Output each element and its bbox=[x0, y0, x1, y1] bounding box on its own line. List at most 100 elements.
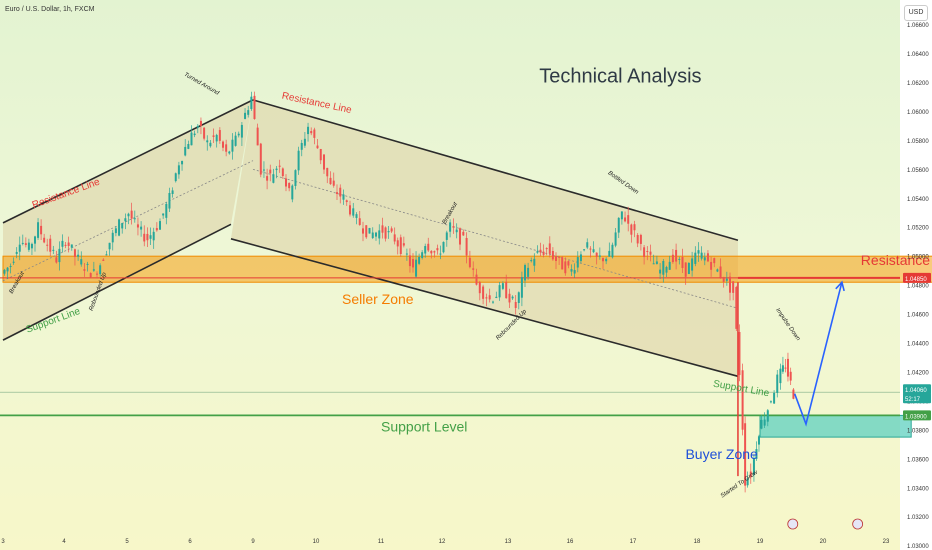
trendline-1 bbox=[2, 99, 254, 224]
candle-body bbox=[339, 187, 342, 197]
candle-body bbox=[545, 248, 548, 250]
candle-body bbox=[237, 133, 240, 136]
candle-body bbox=[15, 251, 18, 254]
candle-body bbox=[332, 180, 335, 186]
candle-body bbox=[70, 244, 73, 248]
candle-body bbox=[598, 255, 601, 257]
candle-body bbox=[586, 242, 589, 248]
buyer-zone-rect bbox=[759, 414, 912, 438]
candle-body bbox=[92, 269, 95, 271]
y-tick-label: 1.03800 bbox=[907, 428, 929, 434]
candle-body bbox=[297, 150, 300, 171]
candle-body bbox=[300, 142, 303, 150]
candle-body bbox=[30, 243, 33, 249]
candle-body bbox=[501, 283, 504, 289]
candle-body bbox=[678, 258, 681, 260]
symbol-header[interactable]: Euro / U.S. Dollar, 1h, FXCM bbox=[5, 6, 95, 13]
candle-body bbox=[668, 261, 671, 270]
candle-body bbox=[697, 250, 700, 254]
candle-body bbox=[177, 165, 180, 175]
candle-body bbox=[752, 458, 755, 475]
candle-body bbox=[620, 211, 623, 220]
candle-body bbox=[757, 436, 760, 445]
candle-body bbox=[430, 250, 433, 254]
candle-body bbox=[779, 368, 782, 384]
candle-body bbox=[291, 185, 294, 200]
candle-body bbox=[27, 242, 30, 250]
candle-body bbox=[722, 276, 725, 282]
candle-body bbox=[43, 237, 46, 243]
candle-body bbox=[250, 96, 253, 110]
candle-body bbox=[378, 230, 381, 239]
candle-body bbox=[769, 401, 772, 403]
candle-body bbox=[259, 143, 262, 175]
candle-body bbox=[281, 168, 284, 177]
candle-body bbox=[517, 292, 520, 303]
candle-body bbox=[455, 229, 458, 233]
y-tick-label: 1.03000 bbox=[907, 544, 929, 550]
annotation-support-level: Support Level bbox=[381, 418, 467, 434]
candle-body bbox=[387, 231, 390, 233]
candle-body bbox=[244, 112, 247, 119]
candle-body bbox=[561, 257, 564, 270]
candle-body bbox=[735, 287, 738, 329]
candle-body bbox=[792, 389, 795, 399]
candle-body bbox=[49, 238, 52, 252]
candle-body bbox=[608, 250, 611, 257]
candle-body bbox=[21, 242, 24, 244]
candle-body bbox=[187, 144, 190, 149]
candle-body bbox=[121, 223, 124, 229]
candle-body bbox=[86, 263, 89, 265]
candle-body bbox=[749, 471, 752, 478]
candle-body bbox=[427, 243, 430, 251]
candle-body bbox=[405, 253, 408, 255]
candle-body bbox=[89, 273, 92, 278]
candle-body bbox=[524, 265, 526, 281]
currency-button[interactable]: USD bbox=[904, 5, 928, 21]
candle-body bbox=[789, 371, 792, 381]
x-tick-label: 18 bbox=[694, 539, 701, 545]
candle-body bbox=[206, 140, 209, 143]
candle-body bbox=[184, 146, 187, 156]
candle-body bbox=[174, 173, 177, 182]
candle-body bbox=[272, 174, 275, 183]
candle-body bbox=[143, 233, 146, 242]
candle-body bbox=[114, 228, 117, 234]
candle-body bbox=[278, 165, 281, 167]
candle-body bbox=[744, 423, 747, 486]
candle-body bbox=[595, 252, 598, 257]
candle-body bbox=[482, 286, 485, 299]
candle-body bbox=[485, 297, 488, 299]
x-tick-label: 5 bbox=[125, 539, 129, 545]
candle-body bbox=[592, 249, 595, 253]
candle-body bbox=[700, 252, 703, 259]
candle-body bbox=[64, 244, 67, 246]
candle-body bbox=[99, 265, 102, 275]
candle-body bbox=[492, 301, 494, 303]
channel-midline-2 bbox=[252, 168, 739, 309]
candle-body bbox=[67, 242, 70, 246]
candle-body bbox=[583, 249, 586, 251]
x-tick-label: 11 bbox=[378, 539, 385, 545]
candle-body bbox=[741, 370, 744, 430]
candle-body bbox=[459, 228, 461, 245]
candle-body bbox=[218, 130, 221, 141]
candle-body bbox=[24, 243, 27, 245]
candle-body bbox=[646, 251, 649, 253]
candle-body bbox=[465, 237, 468, 256]
candle-body bbox=[262, 169, 265, 171]
candle-body bbox=[729, 276, 731, 293]
trendline-3 bbox=[252, 99, 739, 242]
candle-body bbox=[162, 213, 165, 216]
candle-body bbox=[319, 148, 322, 161]
candle-body bbox=[671, 254, 674, 263]
candle-body bbox=[3, 269, 6, 274]
candle-body bbox=[375, 232, 377, 237]
candle-body bbox=[127, 213, 130, 217]
x-tick-label: 6 bbox=[188, 539, 192, 545]
candle-body bbox=[365, 225, 368, 238]
candle-body bbox=[73, 249, 76, 257]
candle-body bbox=[681, 257, 684, 268]
candle-body bbox=[133, 218, 136, 220]
